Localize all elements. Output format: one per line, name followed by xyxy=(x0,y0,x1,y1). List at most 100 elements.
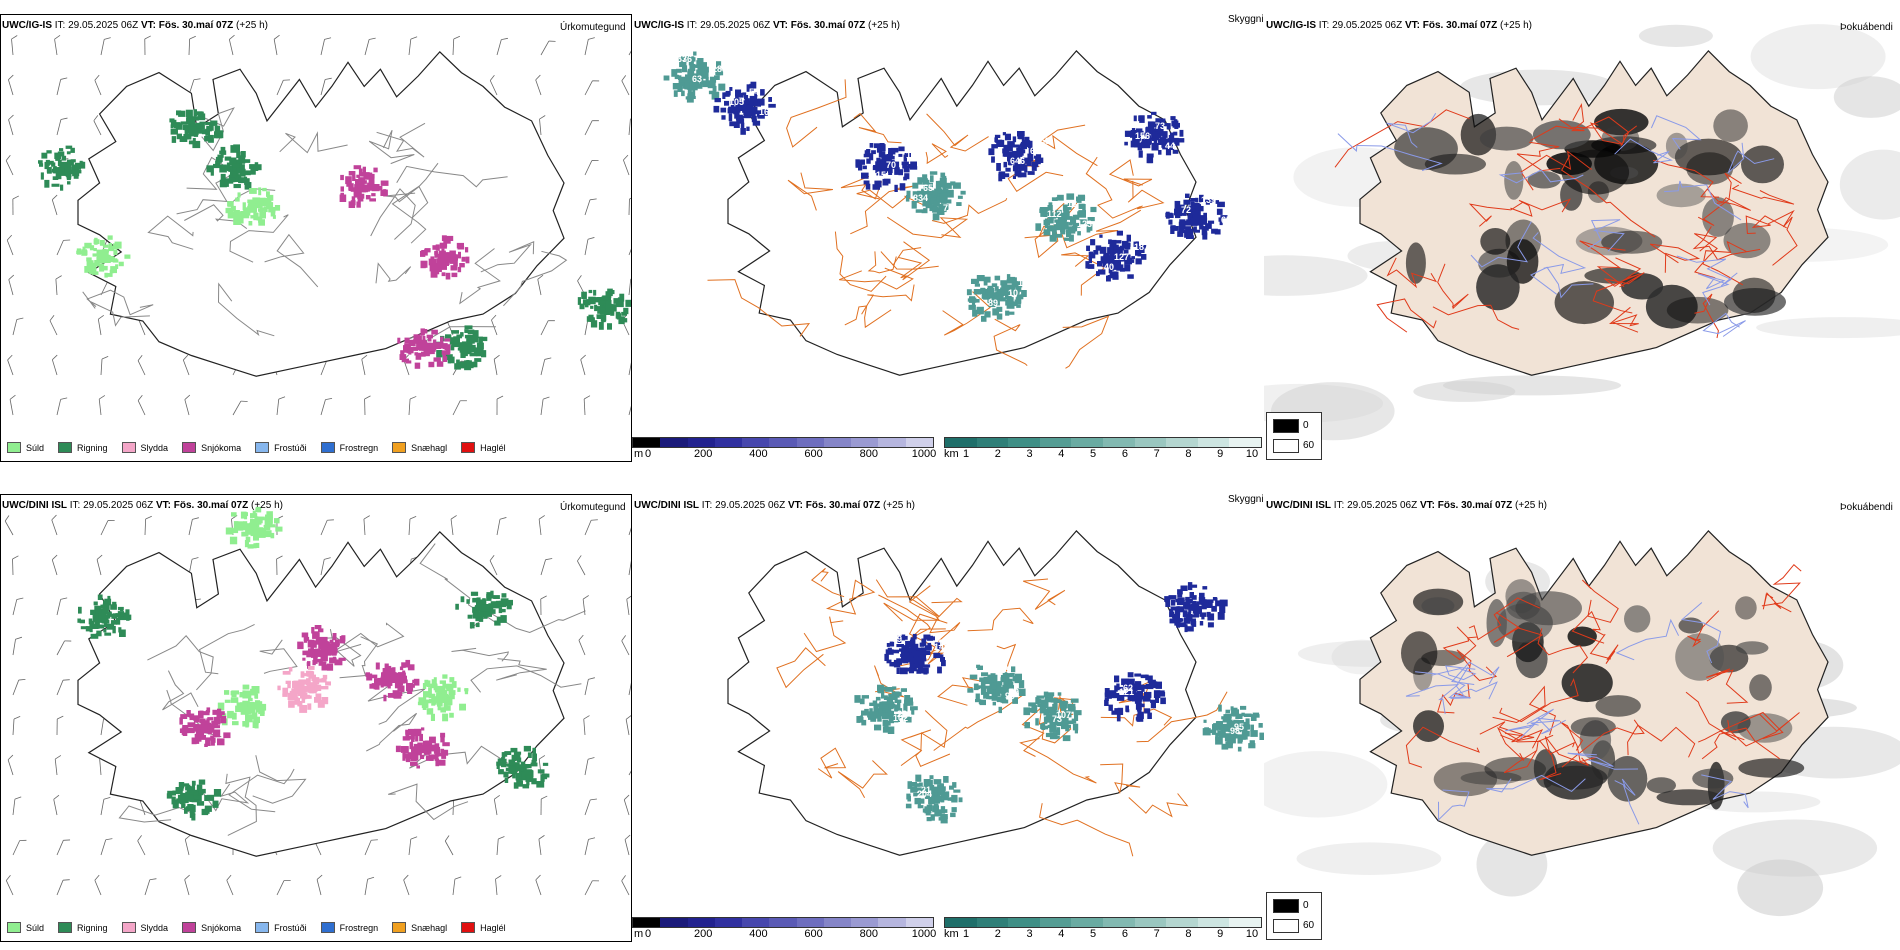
wind-barb xyxy=(361,354,368,376)
precip-cell xyxy=(362,185,366,190)
precip-cell xyxy=(1018,688,1026,696)
precip-cell xyxy=(1114,685,1118,692)
precip-cell xyxy=(1142,695,1151,702)
legend-swatch xyxy=(320,442,335,453)
precip-cell xyxy=(1134,683,1138,691)
precip-cell xyxy=(479,614,484,622)
wind-barb xyxy=(584,80,600,96)
precip-cell xyxy=(423,691,431,698)
legend-swatch xyxy=(392,442,407,453)
precip-cell xyxy=(1250,714,1257,721)
precip-cell xyxy=(1195,219,1204,226)
precip-cell xyxy=(579,303,585,310)
precip-cell xyxy=(1001,284,1007,293)
row2-header-2: UWC/DINI ISL IT: 29.05.2025 06Z VT: Fös.… xyxy=(634,500,915,511)
precip-cell xyxy=(306,651,315,658)
precip-cell xyxy=(245,536,251,543)
precip-cell xyxy=(1147,121,1154,128)
precip-cell xyxy=(419,754,425,759)
precip-cell xyxy=(441,235,447,242)
precip-cell xyxy=(1177,597,1185,601)
precip-cell xyxy=(432,339,437,346)
precip-cell xyxy=(1191,620,1197,627)
precip-cell xyxy=(445,349,451,354)
precip-cell xyxy=(457,687,461,692)
precip-cell xyxy=(861,172,869,179)
precip-cell xyxy=(233,144,240,153)
precip-cell xyxy=(933,803,939,811)
precip-cell xyxy=(421,746,428,754)
precip-cell xyxy=(513,782,519,789)
precip-cell xyxy=(253,534,259,541)
precip-cell xyxy=(76,248,82,255)
precip-cell xyxy=(384,669,391,677)
precip-cell xyxy=(885,649,894,655)
precip-cell xyxy=(1035,154,1042,160)
road-line xyxy=(1437,263,1469,310)
precip-cell xyxy=(905,195,910,202)
precip-cell xyxy=(175,787,183,795)
precip-cell xyxy=(247,205,255,213)
legend-item: Snæhagl xyxy=(392,442,447,453)
precip-cell xyxy=(901,645,909,652)
precip-cell xyxy=(410,761,418,766)
precip-cell xyxy=(1040,723,1045,729)
precip-cell xyxy=(1224,733,1231,742)
row1-header-2: UWC/IG-IS IT: 29.05.2025 06Z VT: Fös. 30… xyxy=(634,20,900,31)
scale-tick-label: 1 xyxy=(962,448,970,460)
precip-cell xyxy=(67,181,71,185)
wind-barb xyxy=(582,595,589,616)
precip-cell xyxy=(103,265,108,271)
scale-cell xyxy=(633,438,661,447)
precip-cell xyxy=(904,173,910,180)
precip-cell xyxy=(998,173,1003,182)
precip-cell xyxy=(1175,211,1181,219)
precip-cell xyxy=(952,182,961,189)
precip-cell xyxy=(1233,719,1239,726)
precip-cell xyxy=(362,166,366,173)
precip-cell xyxy=(1060,228,1066,233)
precip-cell xyxy=(1220,215,1228,219)
precip-cell xyxy=(1066,193,1075,200)
precip-cell xyxy=(1217,201,1225,208)
precip-cell xyxy=(1043,229,1051,236)
precip-cell xyxy=(400,685,405,692)
precip-cell xyxy=(193,715,200,723)
legend-label: Snjókoma xyxy=(201,442,242,453)
precip-cell xyxy=(439,263,444,270)
wind-barb xyxy=(408,36,418,56)
precip-cell xyxy=(196,801,205,806)
precip-cell xyxy=(1109,257,1115,266)
precip-cell xyxy=(287,683,291,689)
precip-cell xyxy=(716,61,722,68)
precip-cell xyxy=(353,188,362,195)
precip-cell xyxy=(1042,709,1050,713)
precip-cell xyxy=(894,167,900,175)
precip-cell xyxy=(943,188,949,193)
precip-cell xyxy=(688,58,694,66)
road-line xyxy=(147,635,214,691)
scale-cell xyxy=(1071,438,1103,447)
precip-cell xyxy=(1051,226,1057,232)
cloud-map: 1631607065591231277215446310514873646112… xyxy=(663,50,1231,376)
precip-cell xyxy=(440,732,446,738)
road-line xyxy=(1431,665,1477,681)
precip-cell xyxy=(994,134,1001,138)
wind-barb xyxy=(56,715,64,736)
precip-cell xyxy=(80,626,89,630)
precip-cell xyxy=(93,601,98,606)
precip-cell xyxy=(441,248,445,255)
precip-cell xyxy=(878,687,883,694)
road-line xyxy=(834,231,887,292)
road-line xyxy=(776,647,826,689)
fog-map xyxy=(1264,530,1900,917)
wind-barb xyxy=(96,554,103,576)
precip-cell xyxy=(227,201,234,207)
precip-cell xyxy=(768,103,776,108)
precip-cell xyxy=(931,194,938,198)
precip-cell xyxy=(740,128,746,135)
scale-cell xyxy=(1166,438,1198,447)
precip-cell xyxy=(420,329,428,334)
wind-barb xyxy=(540,558,553,576)
cloud-base-label: 13 xyxy=(1067,199,1077,209)
